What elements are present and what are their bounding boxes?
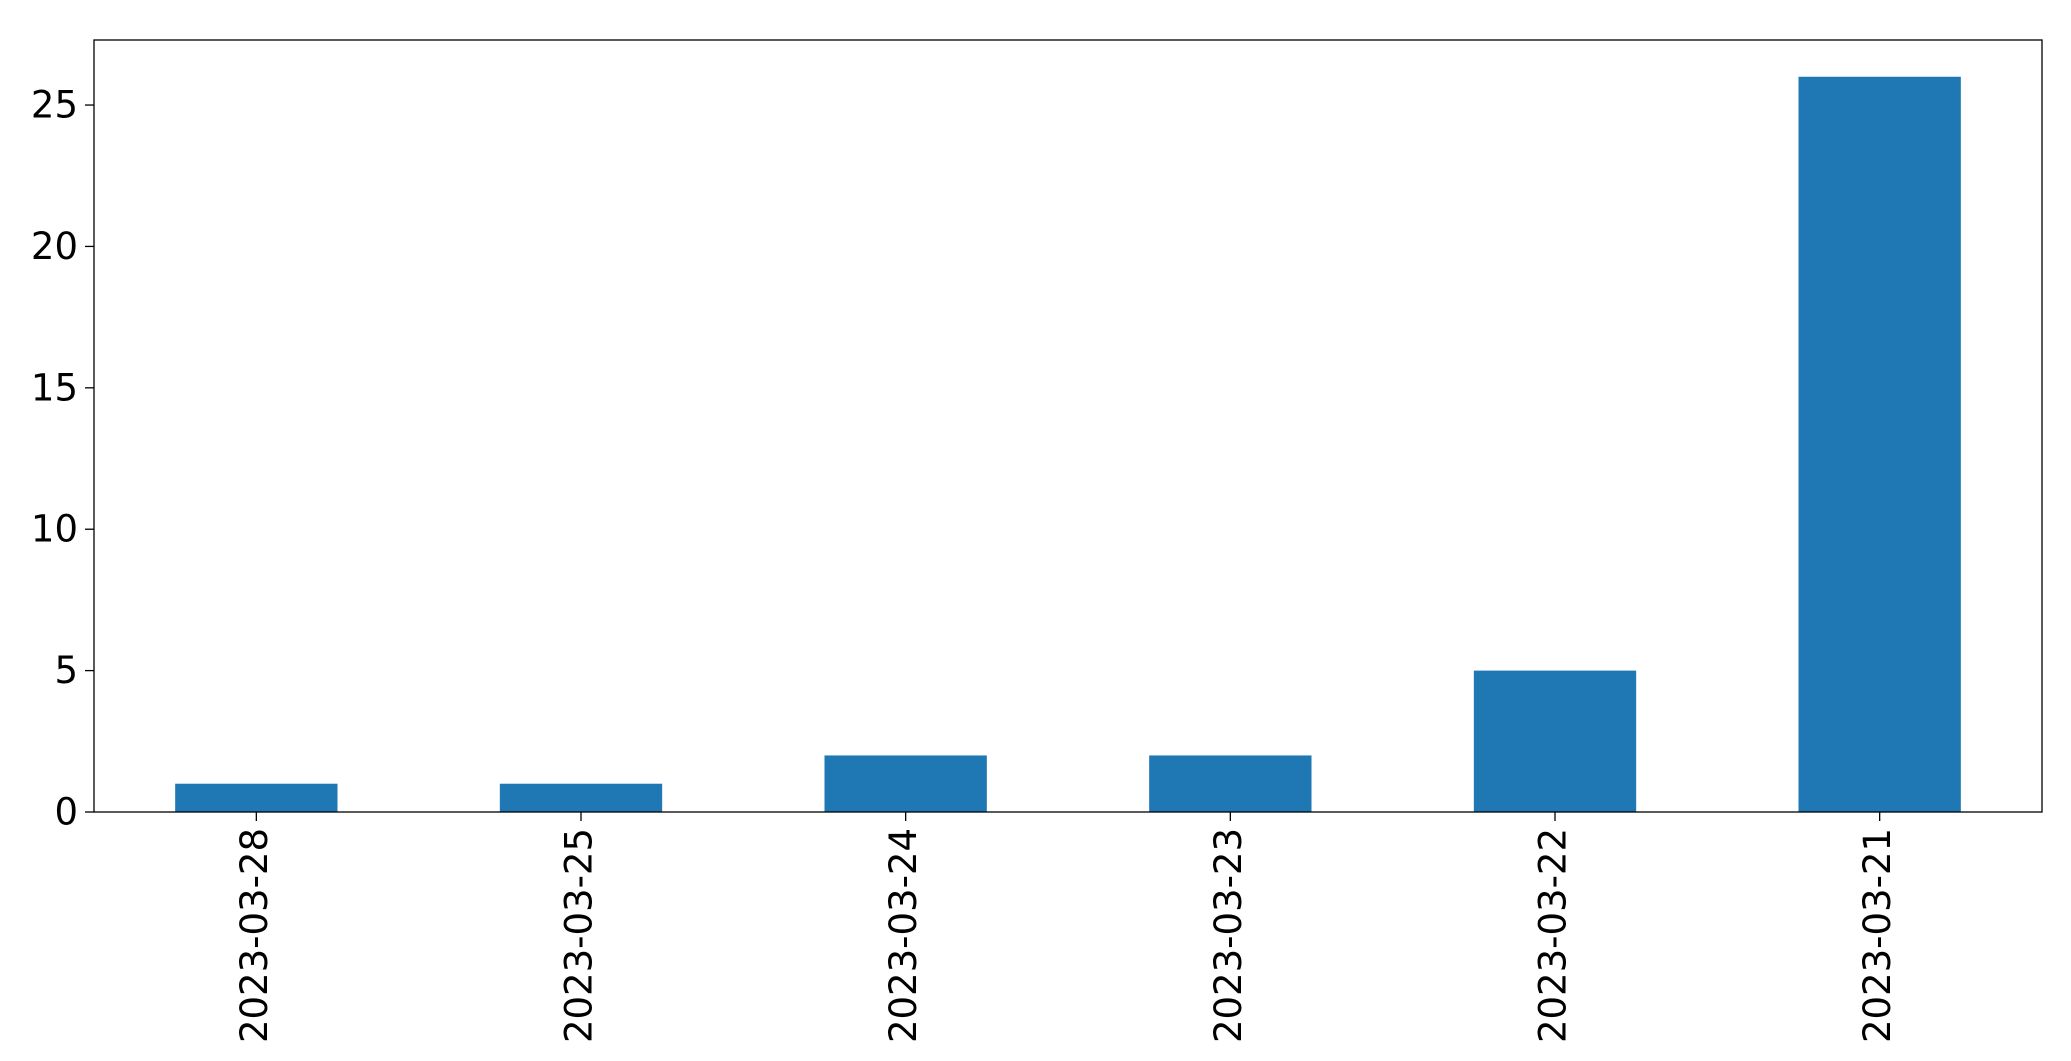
bar	[1473, 670, 1637, 812]
x-tick-label: 2023-03-22	[1532, 828, 1575, 1043]
bar	[175, 783, 338, 812]
x-tick-label: 2023-03-24	[882, 828, 925, 1043]
y-tick-label: 20	[31, 225, 78, 268]
bar	[824, 755, 987, 812]
x-tick-label: 2023-03-21	[1856, 828, 1899, 1043]
x-tick-label: 2023-03-28	[233, 828, 276, 1043]
bar	[1149, 755, 1312, 812]
y-tick-label: 10	[31, 508, 78, 551]
y-tick-label: 25	[31, 84, 78, 127]
bar	[499, 783, 663, 812]
y-tick-label: 5	[54, 649, 78, 692]
y-tick-label: 15	[31, 366, 78, 409]
x-tick-label: 2023-03-25	[558, 828, 601, 1043]
bar	[1798, 76, 1961, 812]
x-tick-label: 2023-03-23	[1207, 828, 1250, 1043]
plot-frame	[93, 39, 2043, 813]
y-tick-label: 0	[54, 791, 78, 834]
